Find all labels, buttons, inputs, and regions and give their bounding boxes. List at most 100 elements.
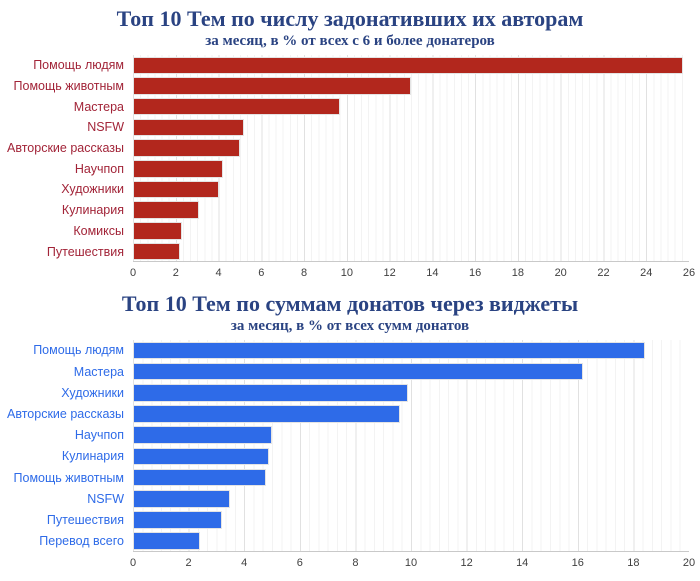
bar-row: Кулинария xyxy=(0,200,700,221)
bar-track xyxy=(133,447,689,466)
bar-row: Помощь людям xyxy=(0,55,700,76)
bar-9 xyxy=(133,511,222,529)
x-tick-label: 8 xyxy=(352,556,359,569)
category-label: Путешествия xyxy=(46,244,124,259)
x-tick-label: 4 xyxy=(215,266,222,279)
bar-3 xyxy=(133,384,409,402)
bar-6 xyxy=(133,447,270,466)
bar-row: Кулинария xyxy=(0,446,700,467)
x-tick-label: 6 xyxy=(258,266,265,279)
bar-row: Помощь животным xyxy=(0,467,700,488)
bar-2 xyxy=(133,362,584,381)
category-label: Мастера xyxy=(73,99,124,114)
bar-row: Мастера xyxy=(0,361,700,382)
x-tick-label: 20 xyxy=(554,266,567,279)
category-label: NSFW xyxy=(87,120,124,135)
bar-row: Художники xyxy=(0,382,700,403)
x-tick-label: 26 xyxy=(682,266,696,279)
chart-body: Помощь людям Мастера Художники Авторские ра… xyxy=(0,339,700,552)
bar-track xyxy=(133,242,689,261)
axis-spacer xyxy=(0,555,133,571)
bar-track xyxy=(133,97,689,116)
x-tick-label: 2 xyxy=(172,266,179,279)
bar-7 xyxy=(133,180,219,199)
category-label: Путешествия xyxy=(46,512,124,527)
bar-row: Авторские рассказы xyxy=(0,403,700,424)
bar-6 xyxy=(133,160,223,178)
category-label: Авторские рассказы xyxy=(7,141,124,156)
category-label: Перевод всего xyxy=(39,534,124,549)
bar-track xyxy=(133,532,689,550)
x-tick-label: 8 xyxy=(301,266,308,279)
chart-body: Помощь людям Помощь животным Мастера NSFW Ав… xyxy=(0,55,700,262)
bar-track xyxy=(133,362,689,381)
bar-row: NSFW xyxy=(0,117,700,138)
chart-subtitle: за месяц, в % от всех сумм донатов xyxy=(230,317,470,334)
x-tick-label: 16 xyxy=(571,556,584,569)
x-tick-label: 10 xyxy=(340,266,353,279)
category-label: Художники xyxy=(61,182,124,197)
bar-track xyxy=(133,56,689,75)
x-tick-label: 0 xyxy=(129,556,137,569)
chart-donor-count: Топ 10 Тем по числу задонативших их авто… xyxy=(0,6,700,281)
axis-spacer xyxy=(0,265,133,281)
bar-8 xyxy=(133,201,200,219)
x-tick-label: 18 xyxy=(511,266,525,279)
bar-row: Перевод всего xyxy=(0,531,700,552)
bar-track xyxy=(133,222,689,240)
chart-donation-sums: Топ 10 Тем по суммам донатов через видже… xyxy=(0,291,700,571)
category-label: Мастера xyxy=(73,364,124,379)
x-tick-label: 12 xyxy=(383,266,396,279)
bar-row: NSFW xyxy=(0,488,700,509)
category-label: Научпоп xyxy=(74,161,124,176)
bar-track xyxy=(133,468,689,487)
category-label: Комиксы xyxy=(73,223,124,238)
x-tick-label: 14 xyxy=(426,266,439,279)
x-tick-label: 2 xyxy=(185,556,192,569)
bar-1 xyxy=(133,341,645,360)
x-tick-label: 20 xyxy=(682,556,696,569)
x-axis-row: 0 2 4 6 8 10 12 14 16 18 20 xyxy=(0,555,700,571)
x-tick-label: 10 xyxy=(404,556,418,569)
bar-track xyxy=(133,139,689,157)
bar-track xyxy=(133,118,689,137)
category-label: Художники xyxy=(61,385,124,400)
bar-3 xyxy=(133,97,341,116)
bar-row: Художники xyxy=(0,179,700,200)
category-label: Помощь людям xyxy=(33,58,124,73)
bar-track xyxy=(133,384,689,402)
x-tick-label: 14 xyxy=(516,556,529,569)
bar-4 xyxy=(133,118,245,137)
chart-title: Топ 10 Тем по суммам донатов через видже… xyxy=(121,290,579,316)
bar-row: Авторские рассказы xyxy=(0,138,700,159)
category-label: NSFW xyxy=(87,491,124,506)
bar-row: Помощь животным xyxy=(0,76,700,97)
bar-track xyxy=(133,201,689,219)
category-label: Помощь животным xyxy=(13,79,124,94)
bar-track xyxy=(133,490,689,508)
category-label: Авторские рассказы xyxy=(7,407,124,422)
bar-row: Научпоп xyxy=(0,425,700,446)
bar-4 xyxy=(133,405,400,423)
x-tick-label: 0 xyxy=(129,266,137,279)
category-label: Кулинария xyxy=(61,203,124,218)
bar-8 xyxy=(133,490,231,508)
bar-1 xyxy=(133,56,683,75)
x-tick-label: 22 xyxy=(597,266,610,279)
bar-track xyxy=(133,341,689,360)
x-tick-label: 6 xyxy=(296,556,303,569)
bar-row: Путешествия xyxy=(0,509,700,530)
bar-9 xyxy=(133,222,183,240)
category-label: Помощь людям xyxy=(33,343,124,358)
bar-10 xyxy=(133,532,200,550)
x-tick-label: 24 xyxy=(640,266,653,279)
x-axis: 0 2 4 6 8 10 12 14 16 18 20 xyxy=(129,555,695,571)
bar-row: Научпоп xyxy=(0,158,700,179)
chart-subtitle: за месяц, в % от всех с 6 и более донате… xyxy=(205,33,495,49)
bar-10 xyxy=(133,242,181,261)
bar-row: Мастера xyxy=(0,96,700,117)
x-tick-label: 4 xyxy=(241,556,248,569)
x-axis: 0 2 4 6 8 10 12 14 16 18 20 22 24 26 xyxy=(129,265,695,281)
x-tick-label: 12 xyxy=(460,556,473,569)
bar-7 xyxy=(133,468,267,487)
